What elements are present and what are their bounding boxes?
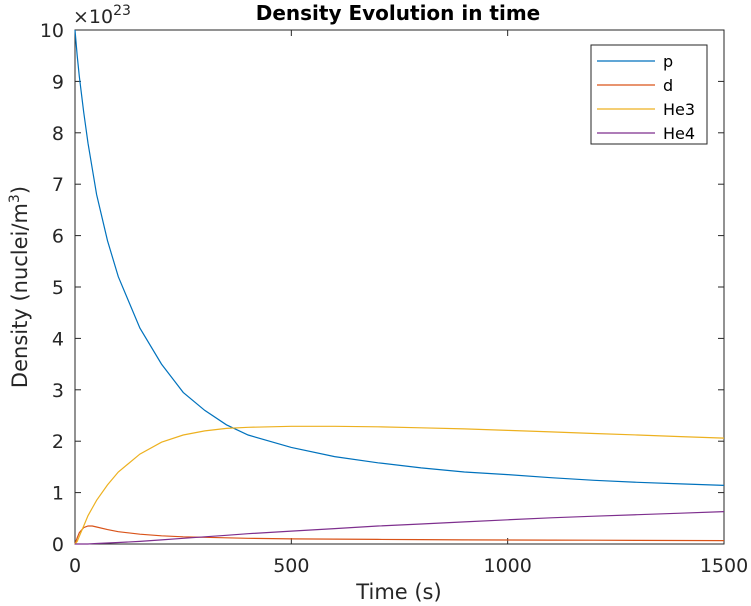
y-axis-title-main: Density (nuclei/m <box>8 203 32 388</box>
legend-label-he4: He4 <box>663 124 695 143</box>
legend-entries: pd He3 He4 <box>597 52 695 143</box>
legend: pd He3 He4 <box>590 44 708 145</box>
y-tick-label: 7 <box>52 174 64 196</box>
y-axis-title-close: ) <box>8 186 32 194</box>
y-exponent-power: 23 <box>113 3 131 19</box>
y-tick-label: 5 <box>52 277 64 299</box>
x-tick-label: 1500 <box>700 555 748 577</box>
series-lines <box>74 29 725 545</box>
y-tick-label: 8 <box>52 123 64 145</box>
x-tick-label: 1000 <box>483 555 531 577</box>
y-axis-title-sup: 3 <box>7 194 23 203</box>
y-tick-label: 2 <box>52 431 64 453</box>
series-line-d <box>74 525 725 545</box>
legend-label-he3: He3 <box>663 100 695 119</box>
y-tick-label: 4 <box>52 328 64 350</box>
y-tick-label: 9 <box>52 71 64 93</box>
series-line-he3 <box>74 425 725 545</box>
y-exponent-label: ×1023 <box>73 3 131 28</box>
y-tick-label: 10 <box>40 20 64 42</box>
y-tick-label: 3 <box>52 380 64 402</box>
chart-title: Density Evolution in time <box>256 1 541 25</box>
y-tick-label: 1 <box>52 483 64 505</box>
x-tick-label: 0 <box>69 555 81 577</box>
series-line-p <box>74 29 725 486</box>
x-tick-label: 500 <box>273 555 309 577</box>
x-axis-ticks: 0 500 1000 1500 <box>69 30 748 577</box>
svg-text:×1023: ×1023 <box>73 3 131 28</box>
x-axis-title: Time (s) <box>355 580 441 604</box>
y-axis-ticks: 0 1 2 3 4 5 6 7 8 9 10 <box>40 20 724 556</box>
series-line-he4 <box>75 511 725 545</box>
y-axis-title: Density (nuclei/m3) <box>7 186 32 388</box>
y-exponent-base: ×10 <box>73 6 113 28</box>
legend-label-p: p <box>663 52 673 71</box>
y-tick-label: 0 <box>52 534 64 556</box>
legend-label-d: d <box>663 76 673 95</box>
y-tick-label: 6 <box>52 226 64 248</box>
